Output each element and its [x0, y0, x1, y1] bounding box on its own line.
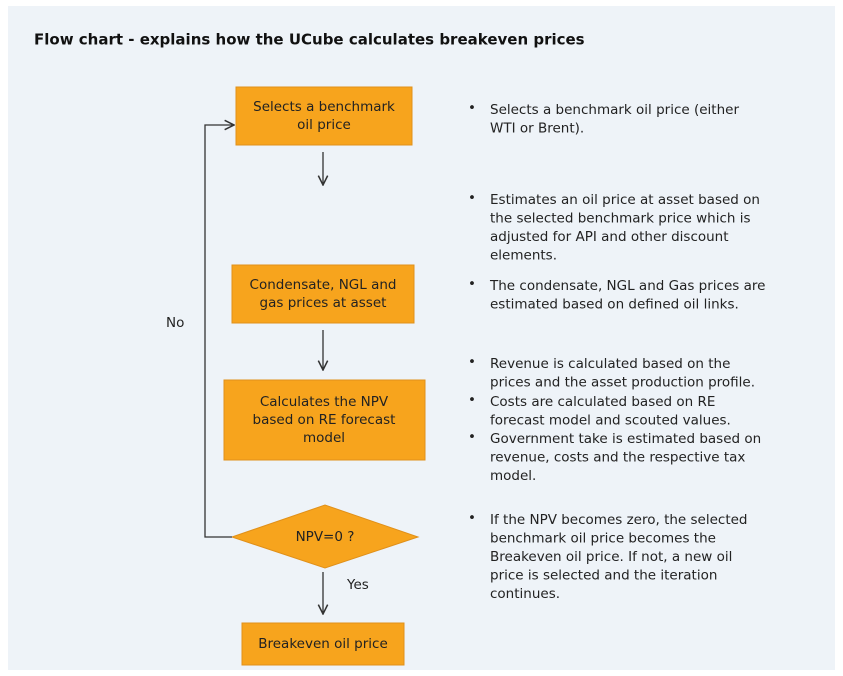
node-box [223, 379, 426, 461]
bullet-text: Breakeven oil price. If not, a new oil [490, 549, 732, 565]
bullet-text: Revenue is calculated based on the [490, 356, 730, 372]
node-label: NPV=0 ? [296, 529, 355, 545]
bullet-text: Government take is estimated based on [490, 431, 761, 447]
bullet-text: adjusted for API and other discount [490, 229, 729, 245]
bullet-dot: • [468, 354, 476, 370]
edge-label: Yes [346, 577, 369, 593]
node-label: gas prices at asset [260, 295, 387, 311]
bullet-text: benchmark oil price becomes the [490, 531, 716, 547]
bullet-dot: • [468, 510, 476, 526]
bullet-text: elements. [490, 248, 557, 264]
edge-label: No [166, 315, 184, 331]
bullet-text: revenue, costs and the respective tax [490, 450, 745, 466]
bullet-dot: • [468, 190, 476, 206]
bullet-dot: • [468, 429, 476, 445]
bullet-dot: • [468, 276, 476, 292]
background [8, 6, 835, 670]
bullet-text: forecast model and scouted values. [490, 413, 731, 429]
loop-arrow [204, 125, 234, 538]
bullet-text: price is selected and the iteration [490, 568, 717, 584]
bullet-text: model. [490, 468, 536, 484]
bullet-text: The condensate, NGL and Gas prices are [489, 278, 765, 294]
bullet-text: WTI or Brent). [490, 121, 584, 137]
bullet-text: estimated based on defined oil links. [490, 297, 739, 313]
node-label: Selects a benchmark [253, 99, 395, 115]
bullet-text: If the NPV becomes zero, the selected [490, 512, 748, 528]
bullet-text: Estimates an oil price at asset based on [490, 192, 760, 208]
node-box [231, 264, 415, 324]
bullet-text: continues. [490, 586, 560, 602]
title: Flow chart - explains how the UCube calc… [34, 31, 585, 49]
node-label: Condensate, NGL and [250, 277, 397, 293]
bullet-text: the selected benchmark price which is [490, 211, 751, 227]
node-label: Breakeven oil price [258, 636, 388, 652]
bullet-text: Selects a benchmark oil price (either [490, 102, 739, 118]
bullet-dot: • [468, 100, 476, 116]
node-box [241, 622, 405, 666]
decision-diamond [230, 504, 420, 569]
node-label: model [303, 430, 345, 446]
node-label: Calculates the NPV [260, 394, 389, 410]
bullet-text: Costs are calculated based on RE [490, 394, 715, 410]
bullet-dot: • [468, 392, 476, 408]
node-box [235, 86, 413, 146]
bullet-text: prices and the asset production profile. [490, 375, 755, 391]
node-label: oil price [297, 117, 351, 133]
node-label: based on RE forecast [253, 412, 396, 428]
